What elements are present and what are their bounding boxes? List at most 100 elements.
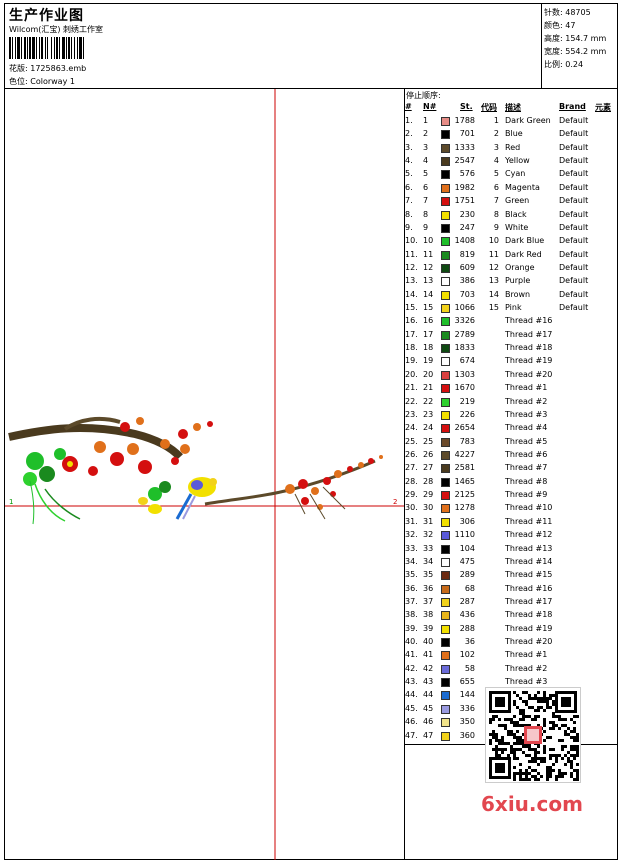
table-row: 37. 37 287 Thread #17 — [405, 596, 617, 609]
row-index: 22. — [405, 396, 418, 406]
table-row: 14. 14 703 14 Brown Default — [405, 289, 617, 302]
row-color-swatch — [441, 531, 450, 541]
table-row: 36. 36 68 Thread #16 — [405, 583, 617, 596]
row-needle: 6 — [423, 182, 429, 192]
row-index: 12. — [405, 262, 418, 272]
row-color-swatch — [441, 731, 450, 741]
row-description: Thread #7 — [505, 463, 548, 473]
row-description: Brown — [505, 289, 531, 299]
row-index: 29. — [405, 490, 418, 500]
row-code: 3 — [493, 142, 499, 152]
row-stitches: 350 — [459, 717, 475, 727]
design-file-value: 1725863.emb — [30, 64, 87, 73]
header-brand: Brand — [559, 102, 586, 111]
row-index: 17. — [405, 329, 418, 339]
row-needle: 10 — [423, 236, 434, 246]
table-row: 21. 21 1670 Thread #1 — [405, 382, 617, 395]
table-row: 8. 8 230 8 Black Default — [405, 209, 617, 222]
row-needle: 31 — [423, 516, 434, 526]
row-needle: 27 — [423, 463, 434, 473]
row-brand: Default — [559, 129, 589, 139]
marker-left: 1 — [9, 498, 13, 506]
row-description: Thread #17 — [505, 329, 553, 339]
table-row: 13. 13 386 13 Purple Default — [405, 275, 617, 288]
row-description: Thread #20 — [505, 637, 553, 647]
row-color-swatch — [441, 424, 450, 434]
row-stitches: 144 — [459, 690, 475, 700]
row-index: 26. — [405, 449, 418, 459]
row-stitches: 360 — [459, 730, 475, 740]
row-description: Dark Green — [505, 116, 551, 125]
row-stitches: 36 — [464, 637, 475, 647]
row-needle: 7 — [423, 196, 429, 206]
table-row: 15. 15 1066 15 Pink Default — [405, 302, 617, 315]
row-needle: 2 — [423, 129, 429, 139]
row-needle: 28 — [423, 476, 434, 486]
row-needle: 43 — [423, 677, 434, 687]
row-brand: Default — [559, 169, 589, 179]
row-stitches: 58 — [464, 663, 475, 673]
row-needle: 40 — [423, 637, 434, 647]
row-color-swatch — [441, 624, 450, 634]
row-stitches: 1788 — [454, 116, 475, 125]
row-brand: Default — [559, 116, 589, 125]
row-stitches: 230 — [459, 209, 475, 219]
bird — [175, 477, 217, 520]
row-stitches: 4227 — [454, 449, 475, 459]
row-stitches: 1333 — [454, 142, 475, 152]
row-index: 16. — [405, 316, 418, 326]
row-needle: 47 — [423, 730, 434, 740]
row-description: Thread #19 — [505, 356, 553, 366]
row-index: 13. — [405, 276, 418, 286]
row-stitches: 655 — [459, 677, 475, 687]
row-code: 8 — [493, 209, 499, 219]
row-color-swatch — [441, 664, 450, 674]
row-needle: 13 — [423, 276, 434, 286]
row-index: 38. — [405, 610, 418, 620]
row-stitches: 2125 — [454, 490, 475, 500]
row-needle: 37 — [423, 596, 434, 606]
row-needle: 36 — [423, 583, 434, 593]
table-row: 44. 44 144 — [405, 689, 617, 702]
row-needle: 21 — [423, 383, 434, 393]
barcode-icon — [9, 37, 119, 59]
row-description: Thread #3 — [505, 677, 548, 687]
row-needle: 45 — [423, 703, 434, 713]
header-divider-vertical — [541, 4, 542, 88]
flowers-left — [62, 417, 213, 476]
row-color-swatch — [441, 517, 450, 527]
row-color-swatch — [441, 263, 450, 273]
stat-colors: 颜色: 47 — [544, 21, 576, 30]
table-row: 22. 22 219 Thread #2 — [405, 396, 617, 409]
row-color-swatch — [441, 370, 450, 380]
header-num: N# — [423, 102, 437, 111]
row-needle: 1 — [423, 116, 429, 125]
header-element: 元素 — [595, 103, 611, 112]
table-header: # N# St. 代码 描述 Brand 元素 — [405, 102, 617, 115]
row-index: 33. — [405, 543, 418, 553]
table-row: 42. 42 58 Thread #2 — [405, 663, 617, 676]
table-row: 40. 40 36 Thread #20 — [405, 636, 617, 649]
row-color-swatch — [441, 304, 450, 314]
row-code: 10 — [488, 236, 499, 246]
row-description: Purple — [505, 276, 531, 286]
header-idx: # — [405, 102, 412, 111]
table-row: 10. 10 1408 10 Dark Blue Default — [405, 235, 617, 248]
table-row: 33. 33 104 Thread #13 — [405, 543, 617, 556]
row-index: 35. — [405, 570, 418, 580]
row-color-swatch — [441, 410, 450, 420]
watermark: 6xiu.com — [481, 792, 583, 816]
row-index: 32. — [405, 530, 418, 540]
row-description: Thread #4 — [505, 423, 548, 433]
table-row: 17. 17 2789 Thread #17 — [405, 329, 617, 342]
row-description: Blue — [505, 129, 523, 139]
colorway-line: 色位: Colorway 1 — [9, 76, 75, 87]
row-index: 25. — [405, 436, 418, 446]
table-row: 34. 34 475 Thread #14 — [405, 556, 617, 569]
embroidery-artwork: 1 2 — [5, 89, 404, 860]
row-stitches: 386 — [459, 276, 475, 286]
row-color-swatch — [441, 704, 450, 714]
row-code: 1 — [493, 116, 499, 125]
table-row: 25. 25 783 Thread #5 — [405, 436, 617, 449]
table-row: 2. 2 701 2 Blue Default — [405, 128, 617, 141]
